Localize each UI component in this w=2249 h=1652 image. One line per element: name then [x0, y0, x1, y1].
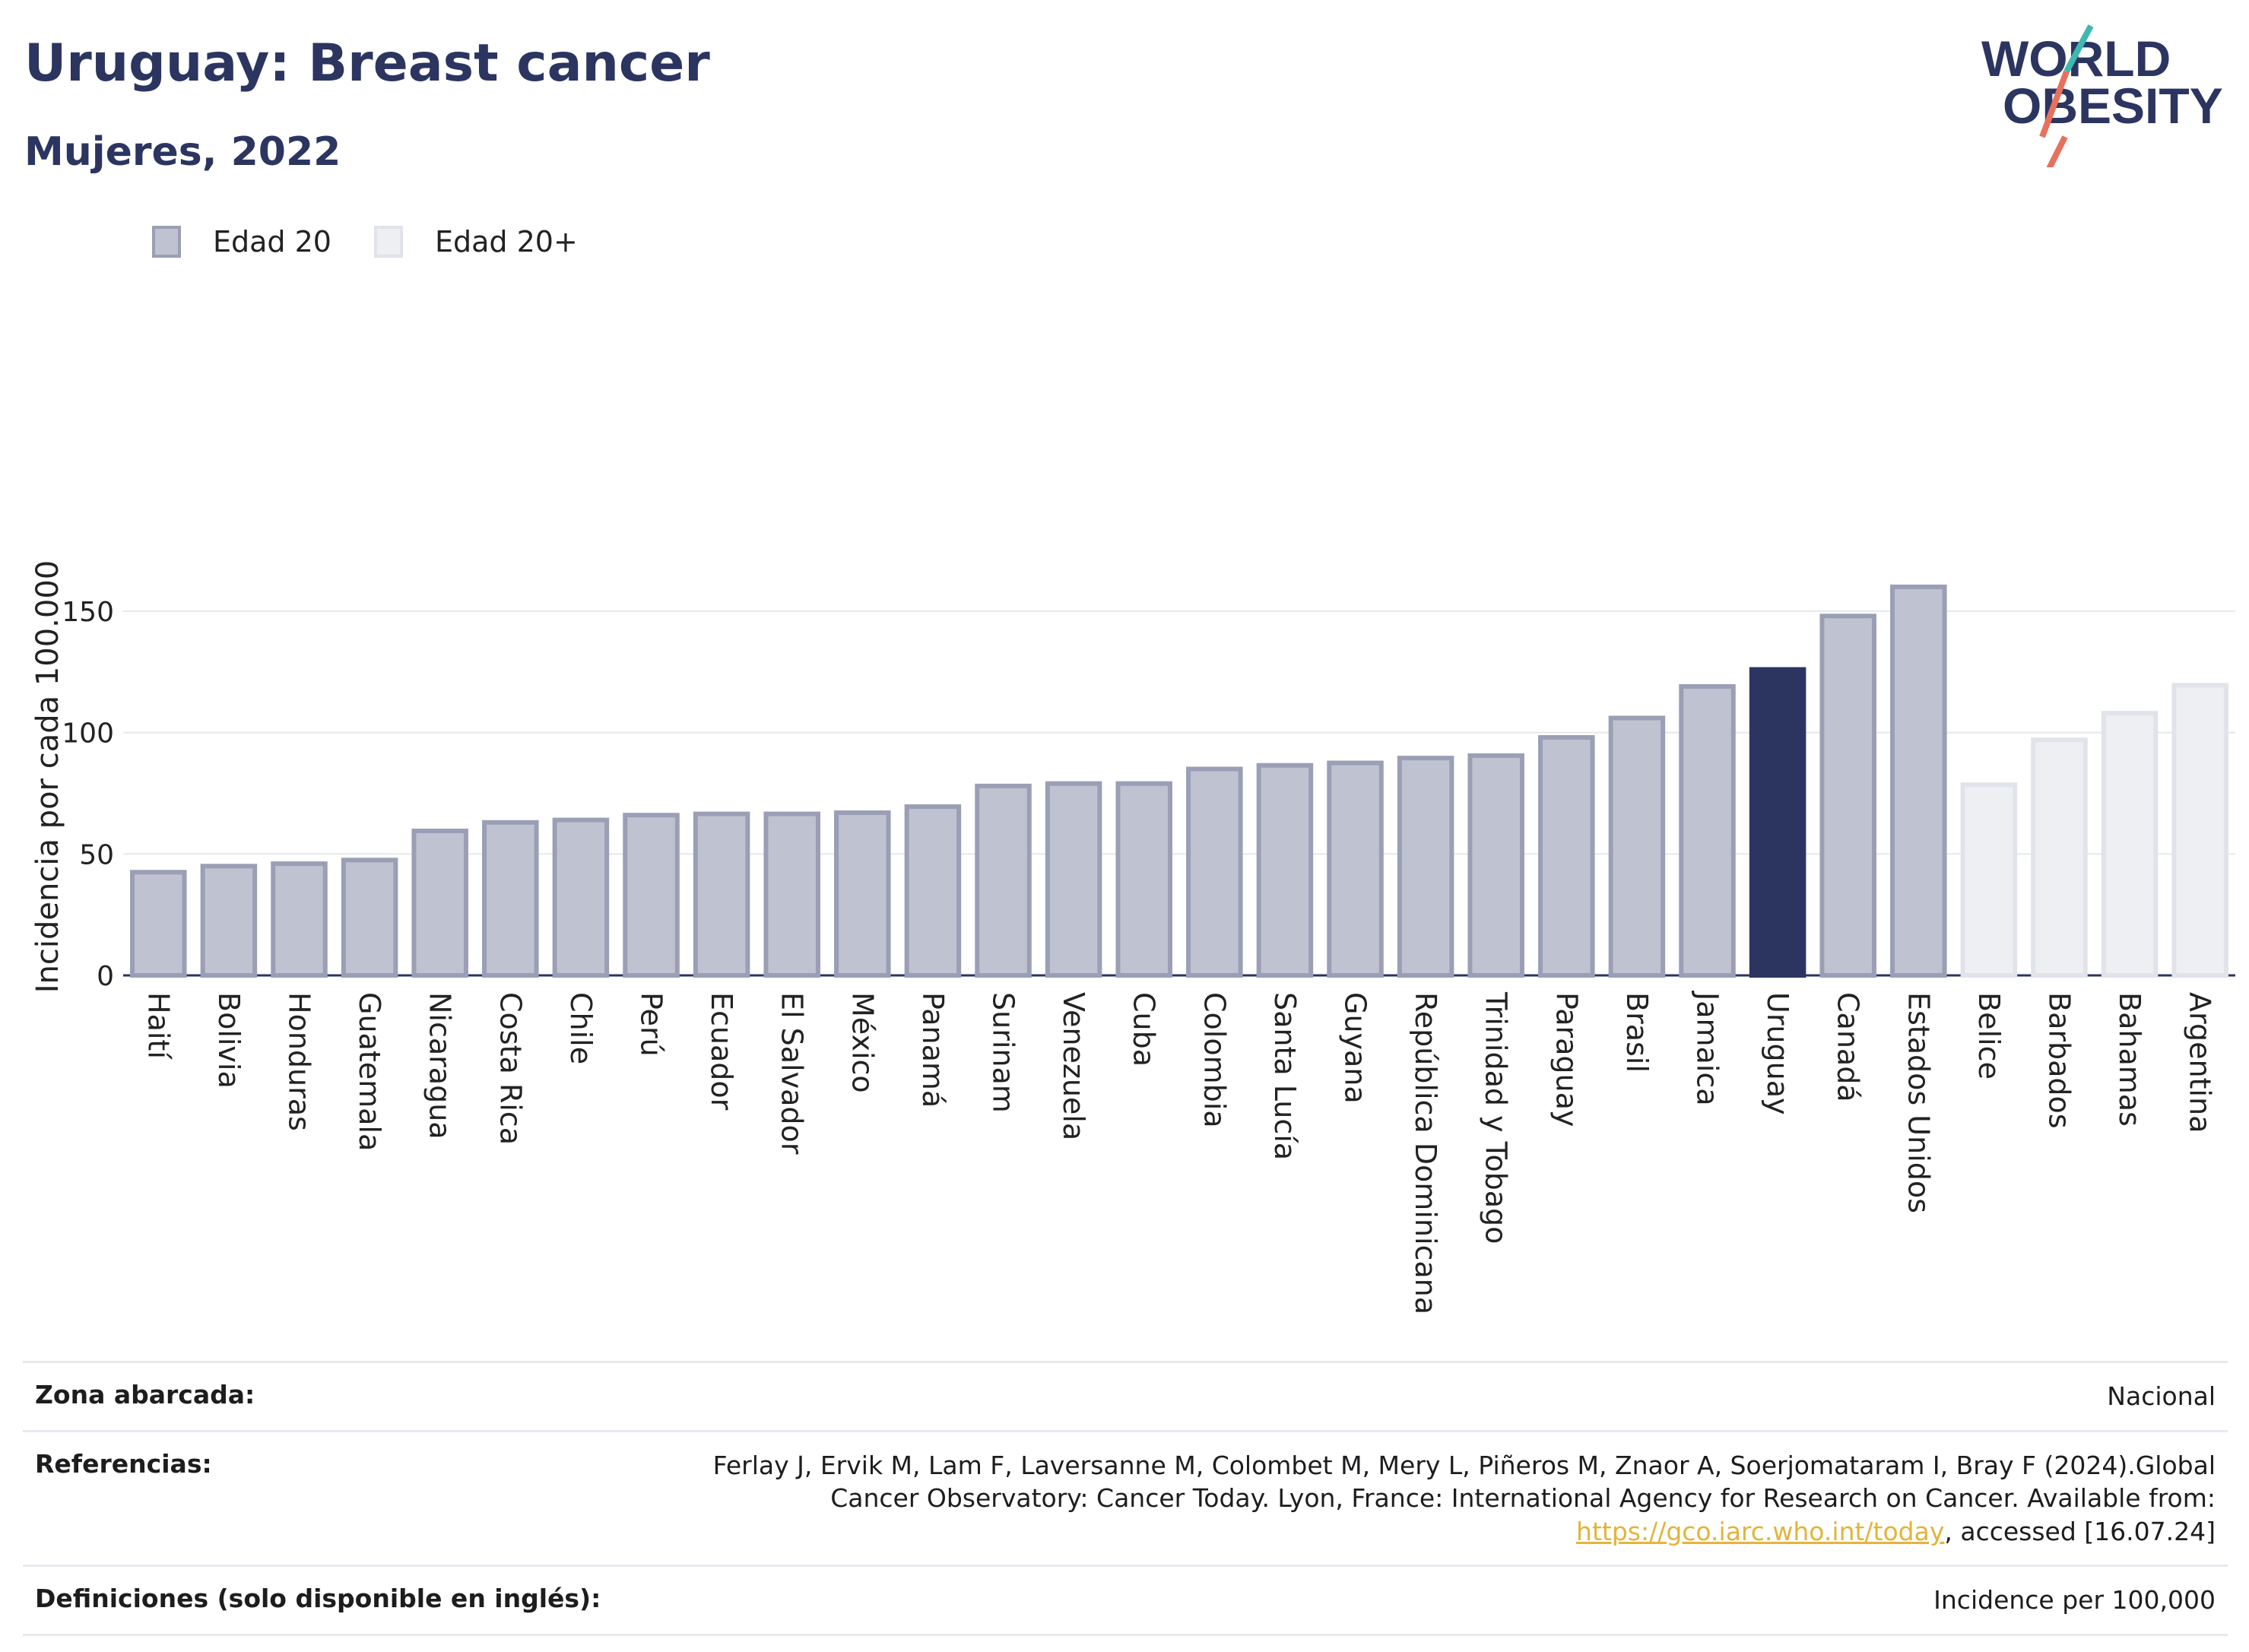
meta-row-zona: Zona abarcada: Nacional — [23, 1361, 2228, 1430]
bar — [693, 811, 750, 978]
x-tick-label: Barbados — [2043, 992, 2076, 1129]
y-tick-label: 50 — [79, 839, 114, 870]
legend-swatch-edad-20 — [152, 226, 181, 258]
world-obesity-logo: WORLD OBESITY — [1981, 24, 2223, 167]
bar — [1538, 734, 1595, 978]
bar — [763, 811, 820, 978]
bar — [1679, 683, 1736, 978]
bar — [1819, 614, 1876, 978]
bar — [1186, 766, 1243, 978]
referencias-text-1: Ferlay J, Ervik M, Lam F, Laversanne M, … — [712, 1450, 2216, 1514]
bar — [904, 804, 962, 978]
x-tick-label: El Salvador — [776, 992, 809, 1155]
chart-legend: Edad 20 Edad 20+ — [152, 225, 620, 258]
bar — [623, 813, 680, 978]
bar — [1890, 584, 1947, 978]
bar — [2031, 737, 2088, 978]
referencias-link[interactable]: https://gco.iarc.who.int/today — [1576, 1516, 1945, 1546]
logo-line2: OBESITY — [2003, 78, 2223, 134]
referencias-text-2: , accessed [16.07.24] — [1944, 1516, 2216, 1546]
bar — [1608, 715, 1666, 978]
bar — [1045, 781, 1102, 978]
x-tick-label: Colombia — [1197, 992, 1231, 1128]
x-tick-label: Belice — [1972, 992, 2006, 1080]
bar — [1749, 667, 1806, 978]
x-tick-label: Cuba — [1128, 992, 1161, 1067]
bar — [482, 820, 539, 978]
bar — [200, 864, 258, 978]
referencias-value: Ferlay J, Ervik M, Lam F, Laversanne M, … — [619, 1449, 2216, 1549]
referencias-label: Referencias: — [35, 1448, 212, 1479]
x-tick-label: Nicaragua — [423, 992, 457, 1140]
x-tick-label: Guyana — [1339, 992, 1372, 1104]
x-tick-label: Honduras — [283, 992, 316, 1131]
y-tick-label: 150 — [62, 597, 114, 628]
legend-label-edad-20: Edad 20 — [213, 225, 331, 258]
zona-label: Zona abarcada: — [35, 1380, 255, 1409]
bar — [1115, 781, 1172, 978]
bar — [1397, 756, 1454, 978]
meta-row-definiciones: Definiciones (solo disponible en inglés)… — [23, 1565, 2228, 1636]
x-tick-label: Trinidad y Tobago — [1480, 991, 1513, 1244]
x-tick-label: Surinam — [987, 992, 1020, 1113]
legend-label-edad-20-plus: Edad 20+ — [434, 225, 578, 258]
metadata-table: Zona abarcada: Nacional Referencias: Fer… — [23, 1361, 2228, 1636]
bar — [1256, 763, 1314, 978]
x-tick-label: Bolivia — [212, 992, 246, 1089]
bar — [2101, 711, 2159, 978]
x-tick-label: Jamaica — [1691, 991, 1724, 1106]
logo-slash-teal — [2063, 24, 2094, 73]
bar — [411, 828, 468, 978]
bar — [341, 858, 398, 978]
legend-item-edad-20-plus[interactable]: Edad 20+ — [373, 225, 578, 258]
bar — [975, 783, 1032, 978]
definiciones-label: Definiciones (solo disponible en inglés)… — [35, 1584, 601, 1614]
bar — [271, 861, 328, 978]
x-tick-label: República Dominicana — [1409, 992, 1442, 1314]
x-tick-label: Bahamas — [2113, 992, 2146, 1127]
x-tick-label: México — [845, 992, 879, 1093]
logo-slash-coral — [2046, 135, 2068, 167]
x-tick-label: Uruguay — [1761, 992, 1794, 1115]
legend-swatch-edad-20-plus — [373, 226, 403, 258]
x-tick-label: Chile — [564, 992, 598, 1064]
meta-row-referencias: Referencias: Ferlay J, Ervik M, Lam F, L… — [23, 1429, 2228, 1565]
x-tick-label: Argentina — [2184, 992, 2217, 1133]
bar — [552, 817, 610, 978]
bar — [1467, 753, 1524, 978]
x-tick-label: Paraguay — [1550, 992, 1583, 1127]
y-axis-label: Incidencia por cada 100.000 — [30, 560, 65, 994]
x-tick-label: Venezuela — [1057, 992, 1090, 1140]
bar — [834, 810, 891, 978]
bar — [130, 870, 187, 978]
definiciones-value: Incidence per 100,000 — [1933, 1585, 2216, 1616]
bar — [1960, 782, 2018, 978]
legend-item-edad-20[interactable]: Edad 20 — [152, 225, 331, 258]
x-tick-label: Panamá — [916, 992, 950, 1108]
x-tick-label: Guatemala — [353, 992, 386, 1151]
logo-slash-mid — [2039, 70, 2070, 138]
chart-title: Uruguay: Breast cancer — [24, 33, 710, 94]
bar — [2171, 683, 2228, 978]
zona-value: Nacional — [2107, 1381, 2216, 1411]
x-tick-label: Estados Unidos — [1902, 992, 1935, 1213]
x-tick-label: Santa Lucía — [1268, 992, 1302, 1160]
bar — [1327, 760, 1384, 978]
x-tick-label: Haití — [141, 992, 175, 1060]
x-tick-label: Costa Rica — [493, 992, 527, 1145]
x-tick-label: Perú — [635, 992, 668, 1057]
y-tick-label: 100 — [62, 718, 114, 750]
x-tick-label: Brasil — [1620, 992, 1654, 1073]
y-tick-label: 0 — [97, 961, 114, 992]
x-tick-label: Ecuador — [705, 992, 738, 1111]
x-tick-label: Canadá — [1832, 992, 1865, 1102]
chart-subtitle: Mujeres, 2022 — [24, 129, 341, 175]
